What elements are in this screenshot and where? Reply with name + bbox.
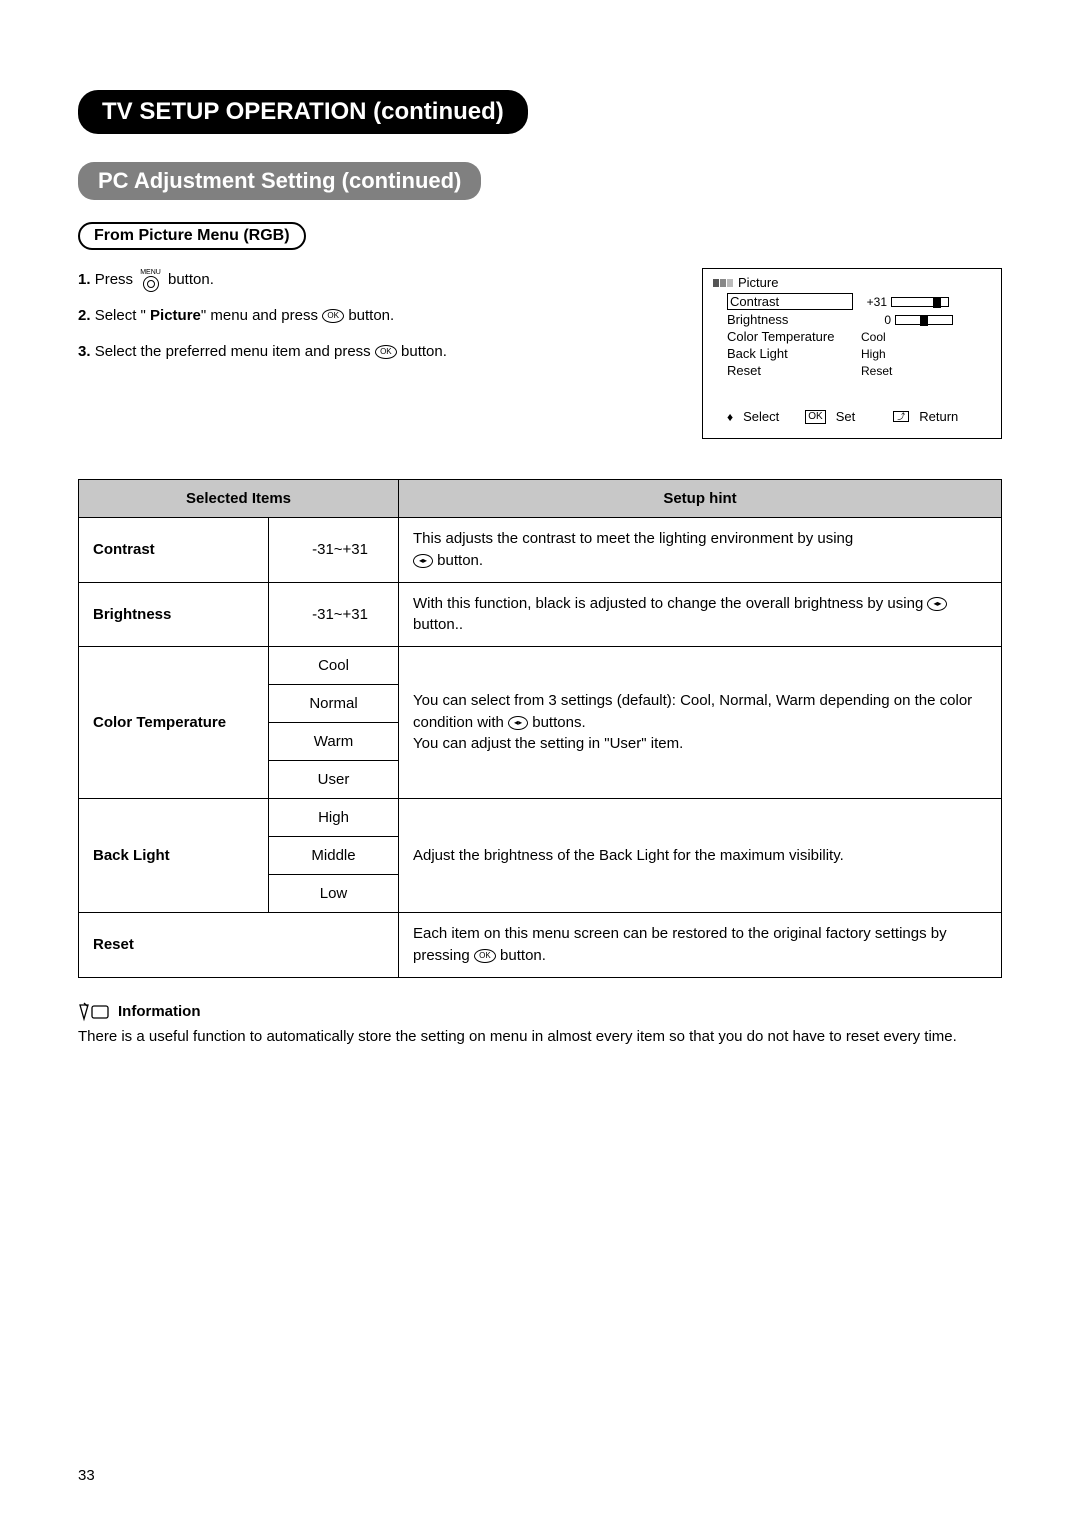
osd-row-value: Reset [861, 364, 892, 378]
step-text: button. [168, 271, 214, 288]
osd-row-value: High [861, 347, 886, 361]
step-text: Select the preferred menu item and press [95, 343, 375, 360]
ok-button-icon: OK [375, 345, 397, 359]
step-bold: Picture [150, 307, 201, 324]
item-hint: Adjust the brightness of the Back Light … [399, 799, 1002, 913]
item-range: -31~+31 [269, 518, 399, 583]
osd-row-value: 0 [857, 313, 891, 327]
main-title: TV SETUP OPERATION (continued) [78, 90, 528, 134]
table-row: Contrast -31~+31 This adjusts the contra… [79, 518, 1002, 583]
osd-row: Contrast+31 [713, 292, 991, 311]
osd-title: Picture [738, 275, 778, 290]
item-name: Color Temperature [79, 647, 269, 799]
settings-table: Selected Items Setup hint Contrast -31~+… [78, 479, 1002, 978]
step-text: button. [348, 307, 394, 324]
step-2: 2. Select " Picture" menu and press OK b… [78, 304, 458, 328]
table-row: Brightness -31~+31 With this function, b… [79, 582, 1002, 647]
section-label: From Picture Menu (RGB) [78, 222, 306, 250]
osd-row-value: +31 [853, 295, 887, 309]
osd-row-value: Cool [861, 330, 886, 344]
leftright-button-icon: ◂▸ [413, 554, 433, 568]
osd-row-label: Back Light [727, 346, 857, 361]
item-hint: You can select from 3 settings (default)… [399, 647, 1002, 799]
menu-button-icon: MENU [140, 269, 161, 292]
step-number: 3. [78, 343, 91, 360]
item-hint: This adjusts the contrast to meet the li… [399, 518, 1002, 583]
col-header-hint: Setup hint [399, 480, 1002, 518]
step-text: Press [95, 271, 138, 288]
osd-row-label: Color Temperature [727, 329, 857, 344]
step-text: Select " [95, 307, 150, 324]
instruction-steps: 1. Press MENU button. 2. Select " Pictur… [78, 268, 458, 439]
item-option: High [269, 799, 399, 837]
osd-picture-panel: Picture Contrast+31Brightness0Color Temp… [702, 268, 1002, 439]
osd-row: Brightness0 [713, 311, 991, 328]
step-text: " menu and press [201, 307, 322, 324]
item-range: -31~+31 [269, 582, 399, 647]
information-text: There is a useful function to automatica… [78, 1026, 1002, 1048]
osd-slider [895, 315, 953, 325]
item-option: Low [269, 875, 399, 913]
step-text: button. [401, 343, 447, 360]
information-icon [78, 1002, 112, 1022]
leftright-button-icon: ◂▸ [927, 597, 947, 611]
step-number: 1. [78, 271, 91, 288]
item-name: Reset [79, 913, 399, 978]
item-option: Normal [269, 685, 399, 723]
item-name: Brightness [79, 582, 269, 647]
table-row: Back Light High Adjust the brightness of… [79, 799, 1002, 837]
sub-title: PC Adjustment Setting (continued) [78, 162, 481, 200]
osd-title-icon [713, 279, 734, 287]
item-name: Back Light [79, 799, 269, 913]
ok-button-icon: OK [474, 949, 496, 963]
osd-row-label: Contrast [727, 293, 853, 310]
return-icon: ⤴ [893, 411, 909, 422]
osd-row: Back Light High [713, 345, 991, 362]
item-option: Warm [269, 723, 399, 761]
item-hint: With this function, black is adjusted to… [399, 582, 1002, 647]
osd-row-label: Brightness [727, 312, 857, 327]
osd-set-label: Set [836, 409, 856, 424]
step-1: 1. Press MENU button. [78, 268, 458, 292]
item-option: User [269, 761, 399, 799]
col-header-items: Selected Items [79, 480, 399, 518]
item-option: Cool [269, 647, 399, 685]
page-number: 33 [78, 1467, 1002, 1484]
menu-label: MENU [140, 269, 161, 276]
table-row: Reset Each item on this menu screen can … [79, 913, 1002, 978]
osd-row-label: Reset [727, 363, 857, 378]
item-option: Middle [269, 837, 399, 875]
osd-row: Reset Reset [713, 362, 991, 379]
step-3: 3. Select the preferred menu item and pr… [78, 340, 458, 364]
updown-icon: ♦ [727, 410, 733, 424]
osd-footer: ♦ Select OK Set ⤴ Return [713, 409, 991, 424]
osd-ok-box: OK [805, 410, 825, 424]
step-number: 2. [78, 307, 91, 324]
osd-slider [891, 297, 949, 307]
table-row: Color Temperature Cool You can select fr… [79, 647, 1002, 685]
osd-row: Color Temperature Cool [713, 328, 991, 345]
item-name: Contrast [79, 518, 269, 583]
osd-select-label: Select [743, 409, 779, 424]
ok-button-icon: OK [322, 309, 344, 323]
osd-return-label: Return [919, 409, 958, 424]
leftright-button-icon: ◂▸ [508, 716, 528, 730]
information-title: Information [118, 1003, 201, 1020]
item-hint: Each item on this menu screen can be res… [399, 913, 1002, 978]
